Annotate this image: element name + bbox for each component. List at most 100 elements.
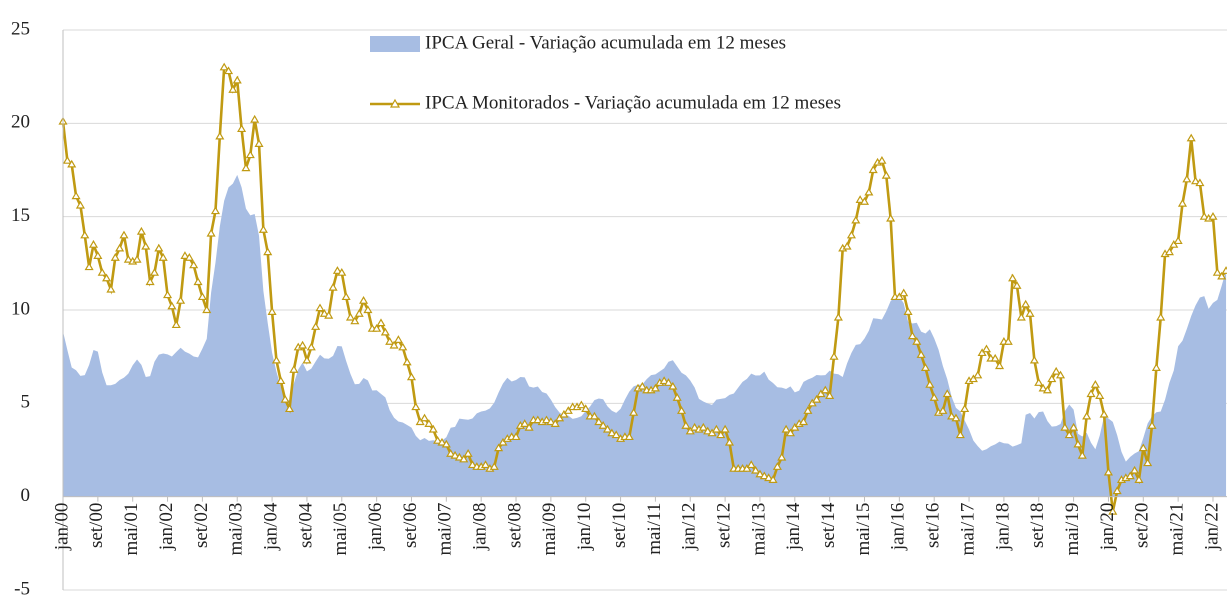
legend-label: IPCA Monitorados - Variação acumulada em… — [425, 92, 841, 113]
marker — [376, 318, 386, 327]
marker — [790, 422, 800, 431]
marker — [1060, 422, 1070, 431]
marker — [1173, 236, 1183, 245]
x-tick-label: mai/21 — [1166, 503, 1187, 556]
marker — [555, 413, 565, 422]
x-tick-label: mai/13 — [748, 503, 769, 556]
marker — [903, 307, 913, 315]
marker — [1047, 374, 1057, 383]
marker — [306, 342, 316, 351]
x-tick-label: jan/12 — [679, 503, 700, 551]
marker — [280, 394, 290, 403]
marker — [968, 374, 978, 383]
marker — [781, 424, 791, 433]
marker — [724, 437, 735, 446]
marker — [106, 284, 116, 293]
marker — [755, 469, 765, 478]
marker — [1112, 486, 1122, 495]
marker — [258, 225, 268, 233]
marker — [498, 437, 508, 446]
marker — [93, 251, 103, 259]
marker — [929, 393, 939, 401]
marker — [589, 411, 599, 420]
marker — [110, 253, 120, 261]
x-tick-label: jan/02 — [156, 503, 177, 551]
marker — [541, 415, 552, 424]
marker — [463, 449, 473, 457]
marker — [1147, 421, 1157, 429]
marker — [184, 253, 194, 261]
marker — [677, 406, 687, 414]
marker — [237, 124, 247, 133]
marker — [380, 327, 390, 336]
marker — [1130, 465, 1140, 474]
marker — [102, 273, 112, 282]
marker — [341, 292, 351, 301]
marker — [864, 187, 874, 196]
marker — [62, 155, 72, 164]
marker — [820, 385, 830, 394]
marker — [1221, 266, 1227, 274]
marker — [171, 320, 181, 329]
marker — [1169, 239, 1179, 248]
marker — [332, 266, 342, 274]
marker — [637, 381, 647, 390]
x-tick-label: mai/01 — [121, 503, 142, 556]
x-tick-label: mai/11 — [644, 503, 665, 555]
marker — [685, 426, 695, 435]
marker — [115, 243, 125, 252]
marker — [520, 419, 530, 427]
marker — [1177, 198, 1188, 207]
marker — [1138, 443, 1148, 452]
marker — [315, 303, 325, 312]
marker — [263, 247, 273, 256]
marker — [119, 230, 129, 239]
marker — [511, 432, 521, 441]
marker — [1069, 422, 1079, 431]
marker — [851, 215, 861, 224]
marker — [1164, 247, 1174, 256]
x-tick-label: set/10 — [609, 503, 630, 548]
x-tick-label: set/18 — [1027, 503, 1048, 548]
marker — [446, 449, 456, 457]
marker — [559, 409, 569, 418]
marker — [894, 292, 904, 301]
marker — [759, 471, 769, 480]
legend-label: IPCA Geral - Variação acumulada em 12 me… — [425, 32, 786, 53]
marker — [219, 62, 229, 71]
marker — [420, 413, 430, 422]
marker — [1073, 439, 1083, 448]
marker — [215, 131, 225, 140]
marker — [550, 419, 560, 427]
marker — [271, 355, 281, 364]
marker — [703, 426, 713, 435]
x-tick-label: set/08 — [504, 503, 525, 548]
marker — [1082, 411, 1092, 420]
marker — [973, 370, 983, 379]
marker — [1064, 430, 1074, 439]
marker — [1095, 391, 1105, 399]
marker — [88, 239, 99, 248]
marker — [859, 197, 870, 205]
marker — [1090, 379, 1100, 388]
marker — [772, 462, 782, 470]
marker — [1143, 458, 1153, 467]
marker — [672, 393, 682, 401]
marker — [350, 316, 360, 325]
area — [63, 174, 1227, 497]
marker — [437, 437, 447, 446]
x-tick-label: mai/09 — [539, 503, 560, 556]
marker — [1042, 385, 1053, 394]
marker — [785, 428, 795, 437]
marker — [363, 305, 373, 314]
marker — [459, 454, 469, 463]
marker — [899, 288, 909, 297]
marker — [716, 430, 726, 439]
marker — [415, 417, 425, 426]
marker — [990, 353, 1000, 362]
marker — [947, 411, 957, 420]
marker — [602, 424, 613, 433]
x-tick-label: mai/05 — [330, 503, 351, 556]
marker — [311, 322, 321, 330]
marker — [97, 267, 107, 276]
